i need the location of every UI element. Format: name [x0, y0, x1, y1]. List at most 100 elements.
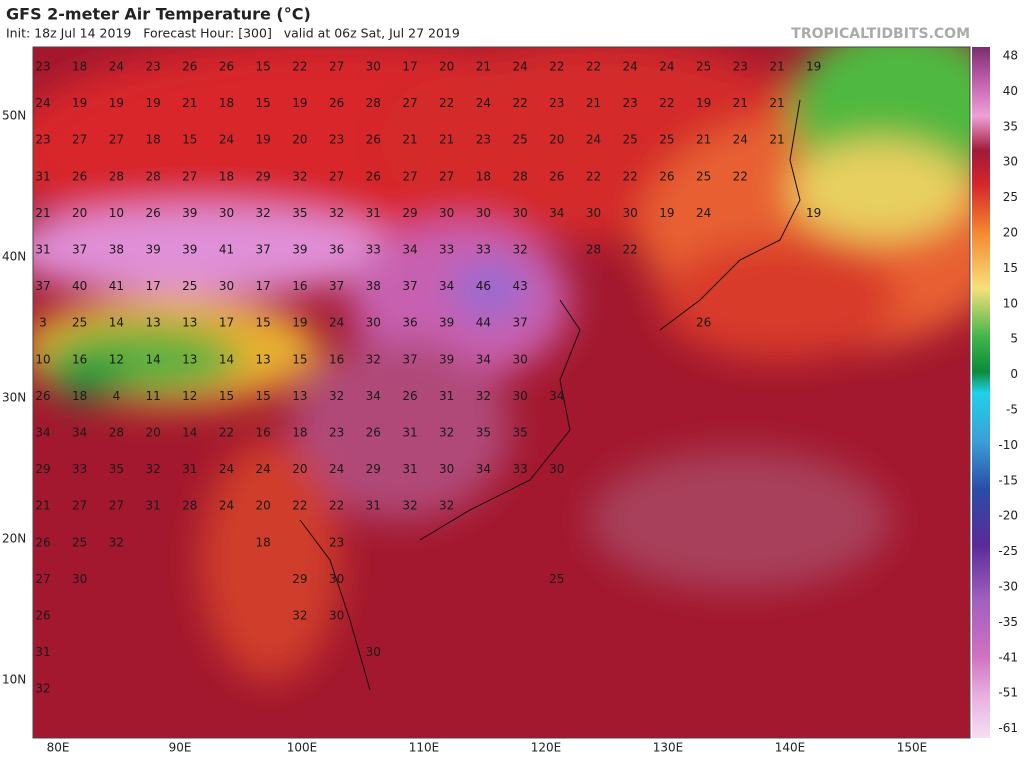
temperature-label: 25	[696, 60, 711, 74]
temperature-label: 39	[145, 243, 160, 257]
temperature-label: 31	[35, 645, 50, 659]
temperature-label: 32	[256, 206, 271, 220]
temperature-label: 15	[182, 133, 197, 147]
temperature-label: 21	[769, 96, 784, 110]
temperature-label: 20	[292, 133, 307, 147]
temperature-label: 26	[145, 206, 160, 220]
temperature-label: 23	[476, 133, 491, 147]
temperature-label: 25	[623, 133, 638, 147]
temperature-label: 33	[476, 243, 491, 257]
temperature-label: 29	[256, 169, 271, 183]
subtitle: Init: 18z Jul 14 2019 Forecast Hour: [30…	[6, 26, 460, 41]
temperature-label: 46	[476, 279, 491, 293]
temperature-label: 19	[292, 316, 307, 330]
temperature-label: 19	[659, 206, 674, 220]
colorbar-label: -61	[998, 721, 1018, 735]
colorbar-label: -35	[998, 615, 1018, 629]
temperature-label: 33	[439, 243, 454, 257]
temperature-label: 31	[366, 206, 381, 220]
temperature-label: 30	[72, 572, 87, 586]
lat-label: 10N	[2, 673, 26, 687]
temperature-label: 25	[696, 169, 711, 183]
temperature-label: 25	[182, 279, 197, 293]
temperature-label: 37	[512, 316, 527, 330]
temperature-label: 37	[402, 352, 417, 366]
map-frame	[32, 46, 971, 739]
temperature-label: 30	[219, 206, 234, 220]
temperature-label: 23	[35, 60, 50, 74]
temperature-label: 25	[549, 572, 564, 586]
temperature-label: 32	[292, 169, 307, 183]
temperature-label: 30	[549, 462, 564, 476]
colorbar-label: -20	[998, 509, 1018, 523]
temperature-label: 15	[256, 389, 271, 403]
temperature-label: 39	[292, 243, 307, 257]
temperature-label: 21	[182, 96, 197, 110]
temperature-label: 22	[623, 243, 638, 257]
temperature-label: 39	[439, 316, 454, 330]
title: GFS 2-meter Air Temperature (°C)	[6, 5, 311, 24]
temperature-label: 24	[219, 133, 234, 147]
temperature-label: 32	[145, 462, 160, 476]
temperature-label: 22	[659, 96, 674, 110]
temperature-label: 26	[329, 96, 344, 110]
temperature-label: 30	[366, 316, 381, 330]
temperature-label: 38	[109, 243, 124, 257]
temperature-label: 13	[182, 352, 197, 366]
temperature-label: 25	[72, 316, 87, 330]
temperature-label: 32	[35, 682, 50, 696]
temperature-label: 26	[72, 169, 87, 183]
temperature-label: 39	[182, 206, 197, 220]
temperature-label: 29	[35, 462, 50, 476]
temperature-label: 34	[549, 206, 564, 220]
temperature-label: 22	[292, 60, 307, 74]
temperature-label: 14	[219, 352, 234, 366]
lon-label: 120E	[531, 741, 562, 755]
temperature-label: 22	[292, 499, 307, 513]
temperature-label: 27	[329, 60, 344, 74]
colorbar-label: -5	[1006, 403, 1018, 417]
temperature-label: 26	[366, 133, 381, 147]
temperature-label: 20	[549, 133, 564, 147]
colorbar	[972, 47, 990, 738]
temperature-label: 36	[329, 243, 344, 257]
temperature-label: 30	[219, 279, 234, 293]
temperature-label: 22	[439, 96, 454, 110]
temperature-label: 32	[512, 243, 527, 257]
temperature-label: 21	[35, 499, 50, 513]
temperature-label: 26	[659, 169, 674, 183]
temperature-label: 23	[145, 60, 160, 74]
temperature-label: 30	[623, 206, 638, 220]
temperature-label: 21	[733, 96, 748, 110]
temperature-label: 19	[696, 96, 711, 110]
temperature-label: 20	[439, 60, 454, 74]
temperature-label: 35	[512, 426, 527, 440]
temperature-label: 31	[145, 499, 160, 513]
temperature-label: 26	[366, 169, 381, 183]
temperature-label: 39	[439, 352, 454, 366]
temperature-label: 24	[623, 60, 638, 74]
temperature-label: 30	[329, 572, 344, 586]
temperature-label: 34	[35, 426, 50, 440]
temperature-label: 20	[256, 499, 271, 513]
temperature-label: 26	[35, 535, 50, 549]
temperature-label: 22	[586, 169, 601, 183]
temperature-label: 18	[72, 60, 87, 74]
temperature-label: 32	[439, 426, 454, 440]
temperature-label: 12	[109, 352, 124, 366]
colorbar-label: 35	[1003, 119, 1018, 133]
temperature-label: 17	[256, 279, 271, 293]
temperature-label: 30	[366, 60, 381, 74]
temperature-label: 33	[72, 462, 87, 476]
lon-label: 110E	[409, 741, 440, 755]
colorbar-label: -25	[998, 544, 1018, 558]
lon-label: 100E	[287, 741, 318, 755]
temperature-label: 43	[512, 279, 527, 293]
lat-label: 40N	[2, 250, 26, 264]
colorbar-label: 30	[1003, 155, 1018, 169]
temperature-label: 34	[402, 243, 417, 257]
temperature-label: 19	[72, 96, 87, 110]
temperature-label: 16	[72, 352, 87, 366]
temperature-label: 27	[72, 133, 87, 147]
temperature-label: 35	[109, 462, 124, 476]
